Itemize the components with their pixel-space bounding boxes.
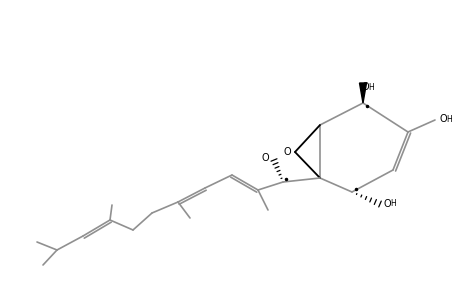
Text: H: H [445, 115, 451, 124]
Text: O: O [360, 82, 368, 92]
Text: O: O [383, 199, 391, 209]
Text: O: O [261, 153, 269, 163]
Text: H: H [367, 82, 373, 91]
Text: H: H [389, 200, 395, 208]
Polygon shape [359, 83, 366, 103]
Text: O: O [283, 147, 290, 157]
Text: O: O [439, 114, 447, 124]
